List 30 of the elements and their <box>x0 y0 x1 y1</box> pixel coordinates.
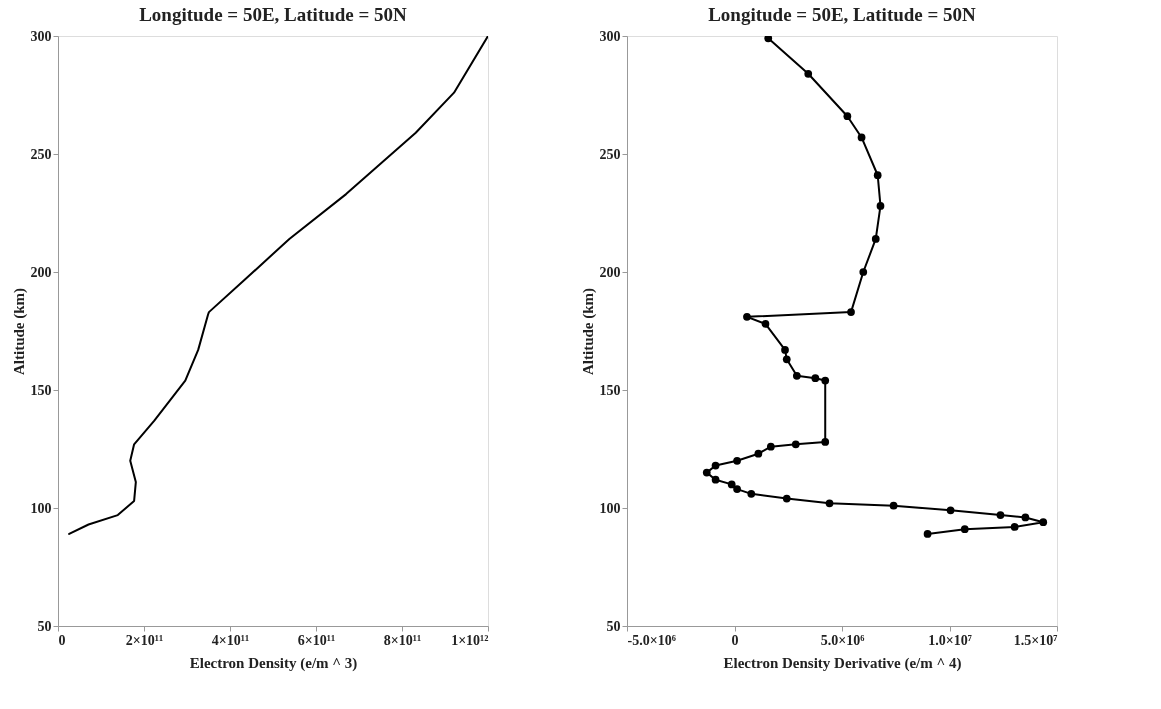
x-axis-title: Electron Density Derivative (e/m ^ 4) <box>723 654 962 672</box>
x-axis-title: Electron Density (e/m ^ 3) <box>189 654 358 672</box>
line-series <box>68 36 488 535</box>
x-tick-label: 6×10¹¹ <box>297 632 336 648</box>
x-tick-label: -5.0×10⁶ <box>627 632 676 648</box>
y-tick-label: 50 <box>606 618 621 634</box>
y-tick-label: 300 <box>599 28 621 44</box>
x-tick-label: 5.0×10⁶ <box>820 632 865 648</box>
y-tick-label: 150 <box>599 382 621 398</box>
x-tick-label: 2×10¹¹ <box>125 632 164 648</box>
chart-title: Longitude = 50E, Latitude = 50N <box>139 4 408 25</box>
y-tick-label: 150 <box>30 382 52 398</box>
x-tick-label: 8×10¹¹ <box>383 632 422 648</box>
x-tick-label: 0 <box>731 632 739 648</box>
y-tick-label: 200 <box>599 264 621 280</box>
y-tick-label: 50 <box>37 618 52 634</box>
y-tick-label: 100 <box>599 500 621 516</box>
x-tick-label: 1.0×10⁷ <box>928 632 972 648</box>
y-tick-label: 100 <box>30 500 52 516</box>
y-axis-title: Altitude (km) <box>579 287 597 376</box>
x-tick-label: 4×10¹¹ <box>211 632 250 648</box>
chart-title: Longitude = 50E, Latitude = 50N <box>708 4 977 25</box>
y-tick-label: 300 <box>30 28 52 44</box>
y-tick-label: 250 <box>30 146 52 162</box>
x-tick-label: 1×10¹² <box>451 632 489 648</box>
x-tick-label: 1.5×10⁷ <box>1013 632 1058 648</box>
y-axis-title: Altitude (km) <box>10 287 28 376</box>
y-tick-label: 250 <box>599 146 621 162</box>
y-tick-label: 200 <box>30 264 52 280</box>
x-tick-label: 0 <box>58 632 66 648</box>
